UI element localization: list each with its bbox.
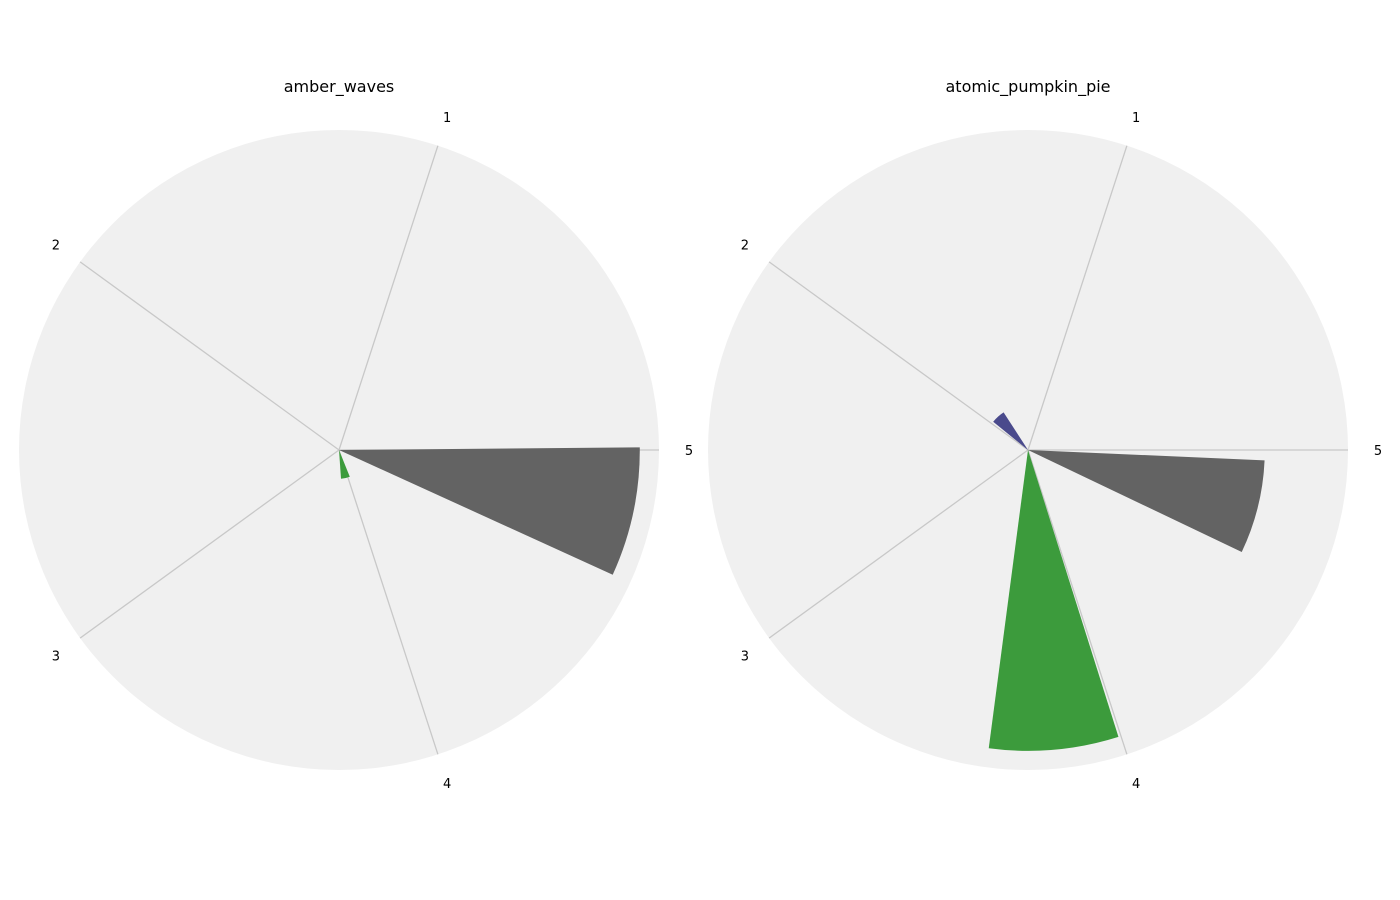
tick-label-4: 4 [1132, 777, 1140, 792]
tick-label-3: 3 [741, 650, 749, 665]
polar-chart-1: amber_waves 1 2 3 4 5 [19, 77, 693, 792]
tick-label-4: 4 [443, 777, 451, 792]
tick-label-5: 5 [1374, 444, 1382, 459]
tick-label-1: 1 [443, 111, 451, 126]
bar-category-2 [993, 412, 1028, 450]
bar-category-5 [1028, 450, 1265, 552]
bar-category-4 [339, 450, 350, 479]
grid-spoke-2 [768, 261, 1029, 451]
chart-title: amber_waves [284, 77, 395, 97]
bar-category-4 [988, 450, 1119, 751]
grid-spoke-3 [768, 449, 1029, 639]
grid-spoke-3 [79, 449, 340, 639]
grid-spoke-1 [1027, 145, 1128, 451]
tick-label-2: 2 [741, 238, 749, 253]
polar-chart-2: atomic_pumpkin_pie 1 2 3 4 5 [708, 77, 1382, 792]
grid-spoke-4 [338, 449, 439, 755]
grid-spoke-1 [338, 145, 439, 451]
tick-label-5: 5 [685, 444, 693, 459]
grid-spoke-4 [1027, 449, 1128, 755]
grid-spoke-2 [79, 261, 340, 451]
tick-label-3: 3 [52, 650, 60, 665]
bar-category-5 [339, 447, 640, 575]
chart-title: atomic_pumpkin_pie [945, 77, 1110, 97]
tick-label-1: 1 [1132, 111, 1140, 126]
tick-label-2: 2 [52, 238, 60, 253]
